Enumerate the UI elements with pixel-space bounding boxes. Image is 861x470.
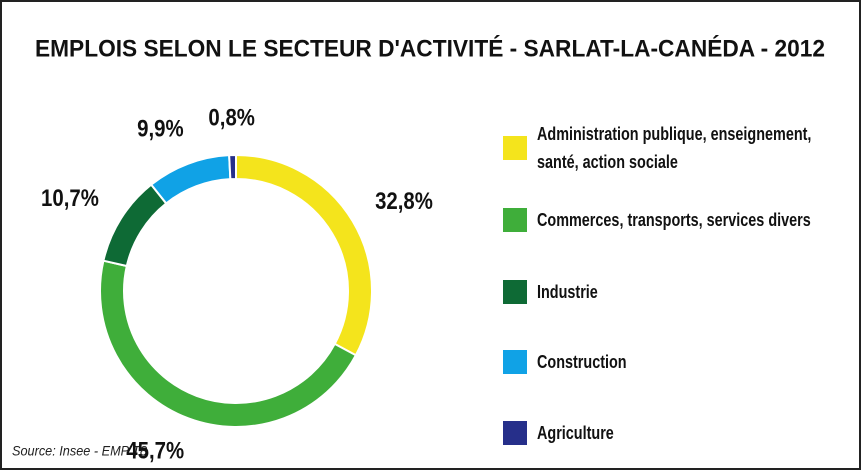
legend-label: Administration publique, enseignement, s… [537,124,812,172]
legend-label: Industrie [537,282,598,302]
legend-label: Construction [537,352,627,372]
legend-swatch [503,280,527,304]
data-label: 0,8% [208,104,255,131]
data-label: 9,9% [137,115,184,142]
legend-swatch [503,208,527,232]
source-note: Source: Insee - EMP T8 [12,443,147,459]
legend-swatch [503,136,527,160]
legend-label: Commerces, transports, services divers [537,210,811,230]
donut-segment [228,153,237,181]
legend-swatch [503,350,527,374]
data-label: 10,7% [41,184,99,211]
data-label: 32,8% [375,187,433,214]
legend-swatch [503,421,527,445]
chart-title: EMPLOIS SELON LE SECTEUR D'ACTIVITÉ - SA… [35,34,825,62]
data-label: 45,7% [126,437,184,464]
legend-label: Agriculture [537,423,614,443]
